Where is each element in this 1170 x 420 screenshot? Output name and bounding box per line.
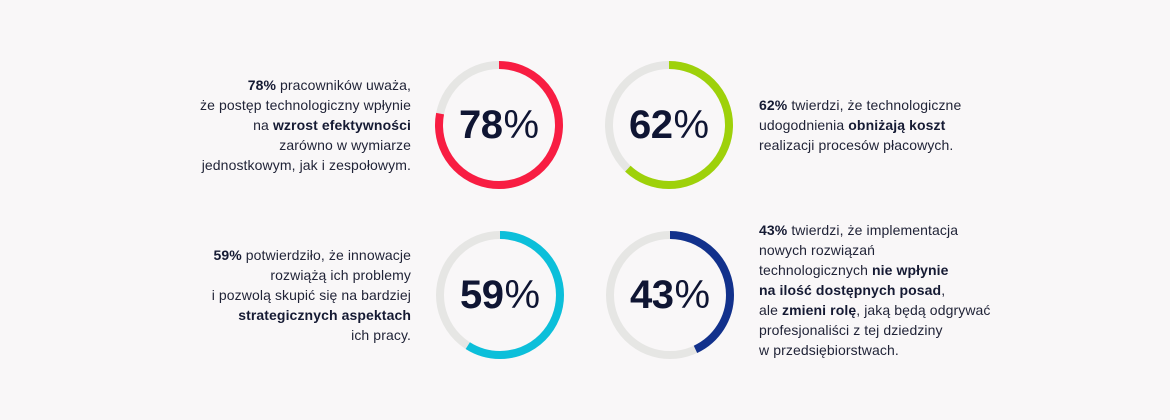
description-line: profesjonaliści z tej dziedziny <box>759 320 991 340</box>
body-text: zarówno w wymiarze <box>279 137 411 153</box>
body-text: rozwiążą ich problemy <box>270 267 411 283</box>
body-text: nowych rozwiązań <box>759 242 875 258</box>
body-text: technologicznych <box>759 262 872 278</box>
highlight-text: zmieni rolę <box>781 302 857 318</box>
percent-sign: % <box>674 272 711 317</box>
description-line: rozwiążą ich problemy <box>212 265 411 285</box>
donut-43: 43% <box>605 230 735 360</box>
donut-value: 43% <box>605 230 735 360</box>
donut-ring-graphic <box>436 231 564 359</box>
highlight-text: 59% <box>213 247 242 263</box>
stat-59-description: 59% potwierdziło, że innowacje rozwiążą i… <box>212 245 411 345</box>
body-text: , <box>941 282 946 298</box>
highlight-text: wzrost efektywności <box>272 117 411 133</box>
description-line: ale zmieni rolę, jaką będą odgrywać <box>759 300 991 320</box>
description-line: w przedsiębiorstwach. <box>759 340 991 360</box>
description-line: technologicznych nie wpłynie <box>759 260 991 280</box>
donut-number: 78 <box>458 102 503 147</box>
donut-78: 78% <box>434 60 564 190</box>
description-line: realizacji procesów płacowych. <box>759 135 961 155</box>
description-line: na wzrost efektywności <box>200 115 411 135</box>
description-line: 62% twierdzi, że technologiczne <box>759 95 961 115</box>
description-line: strategicznych aspektach <box>212 305 411 325</box>
donut-ring-graphic <box>435 61 563 189</box>
highlight-text: 78% <box>247 77 277 93</box>
donut-number: 62 <box>628 102 673 147</box>
description-line: 59% potwierdziło, że innowacje <box>212 245 411 265</box>
description-line: jednostkowym, jak i zespołowym. <box>200 155 411 175</box>
highlight-text: strategicznych aspektach <box>238 307 411 323</box>
description-line: 78% pracowników uważa, <box>200 75 411 95</box>
donut-62: 62% <box>604 60 734 190</box>
donut-value: 78% <box>434 60 564 190</box>
body-text: ale <box>759 302 782 318</box>
description-line: na ilość dostępnych posad, <box>759 280 991 300</box>
body-text: profesjonaliści z tej dziedziny <box>759 322 943 338</box>
body-text: realizacji procesów płacowych. <box>759 137 954 153</box>
body-text: , jaką będą odgrywać <box>856 302 991 318</box>
stat-78-description: 78% pracowników uważa, że postęp technolo… <box>200 75 411 175</box>
highlight-text: obniżają koszt <box>848 117 946 133</box>
highlight-text: na ilość dostępnych posad <box>759 282 942 298</box>
body-text: pracowników uważa, <box>276 77 411 93</box>
description-line: ich pracy. <box>212 325 411 345</box>
donut-59: 59% <box>435 230 565 360</box>
stat-43-description: 43% twierdzi, że implementacja nowych roz… <box>759 220 991 360</box>
donut-value: 59% <box>435 230 565 360</box>
highlight-text: 62% <box>759 97 788 113</box>
description-line: i pozwolą skupić się na bardziej <box>212 285 411 305</box>
body-text: że postęp technologiczny wpłynie <box>200 97 411 113</box>
body-text: potwierdziło, że innowacje <box>241 247 411 263</box>
stat-62-description: 62% twierdzi, że technologiczne udogodnie… <box>759 95 961 155</box>
body-text: twierdzi, że implementacja <box>787 222 959 238</box>
body-text: ich pracy. <box>351 327 411 343</box>
description-line: udogodnienia obniżają koszt <box>759 115 961 135</box>
description-line: zarówno w wymiarze <box>200 135 411 155</box>
description-line: 43% twierdzi, że implementacja <box>759 220 991 240</box>
percent-sign: % <box>503 102 540 147</box>
highlight-text: nie wpłynie <box>872 262 949 278</box>
donut-number: 59 <box>459 272 504 317</box>
description-line: nowych rozwiązań <box>759 240 991 260</box>
body-text: udogodnienia <box>759 117 849 133</box>
donut-ring-graphic <box>606 231 734 359</box>
description-line: że postęp technologiczny wpłynie <box>200 95 411 115</box>
body-text: jednostkowym, jak i zespołowym. <box>201 157 411 173</box>
percent-sign: % <box>504 272 541 317</box>
donut-number: 43 <box>629 272 674 317</box>
percent-sign: % <box>673 102 710 147</box>
body-text: w przedsiębiorstwach. <box>759 342 899 358</box>
body-text: na <box>253 117 273 133</box>
body-text: twierdzi, że technologiczne <box>787 97 962 113</box>
donut-ring-graphic <box>605 61 733 189</box>
highlight-text: 43% <box>759 222 788 238</box>
body-text: i pozwolą skupić się na bardziej <box>211 287 411 303</box>
donut-value: 62% <box>604 60 734 190</box>
